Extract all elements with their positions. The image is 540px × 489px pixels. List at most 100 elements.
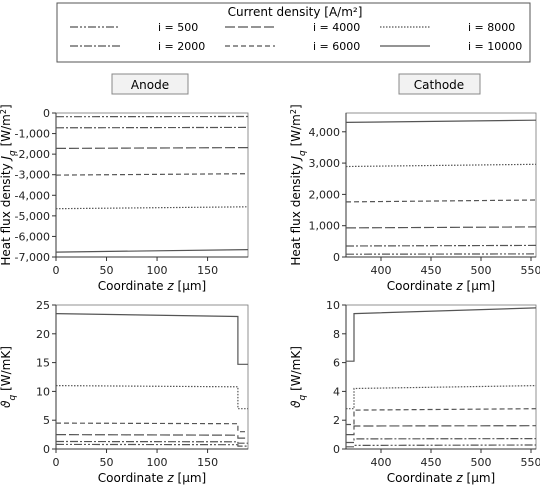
anode-tag: Anode [111, 73, 189, 95]
series-line [55, 434, 248, 439]
y-axis-label: ϑq [W/mK] [0, 346, 18, 408]
legend-item: i = 10000 [380, 40, 522, 53]
legend-item: i = 500 [70, 21, 198, 34]
legend-label: i = 500 [158, 21, 198, 34]
y-tick-label: 20 [36, 328, 50, 341]
y-tick-label: 4,000 [309, 126, 341, 139]
series-line [346, 425, 537, 436]
series-line [55, 443, 248, 447]
x-axis-label: Coordinate z [μm] [98, 279, 206, 293]
y-tick-label: 0 [333, 251, 340, 264]
series-line [345, 199, 537, 203]
plot-area [345, 304, 537, 450]
y-axis-label: Heat flux density Jq [W/m2] [0, 104, 18, 265]
legend-entries: i = 500 i = 4000 i = 8000 i = 2000 i = 6000 i… [70, 21, 522, 53]
y-tick-label: -2,000 [15, 148, 50, 161]
anode-tag-label: Anode [131, 78, 169, 92]
y-tick-label: 15 [36, 357, 50, 370]
series-line [55, 313, 248, 365]
x-tick-label: 450 [421, 456, 442, 469]
series-line [346, 444, 537, 448]
cathode-thermal-conductivity-chart: 0 2 4 6 8 10 400 450 500 550 Coordinate z [μm] ϑq [… [289, 299, 540, 485]
legend-label: i = 8000 [468, 21, 515, 34]
y-tick-label: 8 [333, 328, 340, 341]
series-line [346, 385, 537, 410]
anode-thermal-conductivity-chart: 0 5 10 15 20 25 0 50 100 150 Coordinate z [μm] ϑq [… [0, 299, 249, 485]
x-tick-label: 500 [471, 264, 492, 277]
y-tick-label: 10 [36, 385, 50, 398]
plot-area [345, 112, 537, 258]
x-axis-label: Coordinate z [μm] [387, 279, 495, 293]
y-tick-label: -4,000 [15, 189, 50, 202]
x-tick-label: 50 [100, 264, 114, 277]
series-line [346, 307, 537, 362]
series-line [55, 249, 249, 253]
legend-label: i = 4000 [313, 21, 360, 34]
cathode-tag-label: Cathode [414, 78, 464, 92]
y-tick-label: -7,000 [15, 251, 50, 264]
legend-label: i = 10000 [468, 40, 522, 53]
series-line [55, 440, 248, 444]
legend-frame [56, 2, 531, 63]
cathode-tag-frame [398, 73, 481, 95]
y-axis-label: Heat flux density Jq [W/m2] [289, 104, 309, 265]
x-tick-label: 550 [521, 264, 540, 277]
y-tick-label: -1,000 [15, 128, 50, 141]
y-tick-label: -3,000 [15, 169, 50, 182]
series-line [345, 119, 537, 123]
y-tick-label: 0 [43, 443, 50, 456]
anode-heat-flux-chart: -7,000 -6,000 -5,000 -4,000 -3,000 -2,000 -1,0… [0, 104, 249, 293]
x-tick-label: 100 [147, 456, 168, 469]
cathode-tag: Cathode [398, 73, 481, 95]
x-tick-label: 0 [53, 456, 60, 469]
y-tick-label: 25 [36, 299, 50, 312]
x-tick-label: 450 [421, 264, 442, 277]
legend-label: i = 2000 [158, 40, 205, 53]
x-axis-label: Coordinate z [μm] [98, 471, 206, 485]
y-tick-label: 2,000 [309, 188, 341, 201]
series-line [345, 163, 537, 168]
y-tick-label: 1,000 [309, 220, 341, 233]
legend-label: i = 6000 [313, 40, 360, 53]
series-line [55, 173, 249, 176]
series-line [55, 385, 248, 410]
series-line [346, 438, 537, 444]
series-line [55, 206, 249, 210]
y-tick-label: 6 [333, 357, 340, 370]
x-tick-label: 100 [147, 264, 168, 277]
y-tick-label: -5,000 [15, 210, 50, 223]
series-line [55, 422, 248, 433]
x-tick-label: 150 [197, 264, 218, 277]
x-axis-label: Coordinate z [μm] [387, 471, 495, 485]
y-tick-label: 3,000 [309, 157, 341, 170]
y-tick-label: 0 [43, 107, 50, 120]
y-axis-label: ϑq [W/mK] [289, 346, 308, 408]
x-tick-label: 0 [53, 264, 60, 277]
series-line [55, 147, 249, 149]
legend-item: i = 4000 [225, 21, 360, 34]
anode-tag-frame [111, 73, 189, 95]
x-tick-label: 500 [471, 456, 492, 469]
y-tick-label: -6,000 [15, 230, 50, 243]
plot-area [55, 304, 249, 450]
plot-area [55, 112, 249, 258]
x-tick-label: 50 [100, 456, 114, 469]
y-tick-label: 10 [326, 299, 340, 312]
series-line [345, 244, 537, 247]
x-tick-label: 550 [521, 456, 540, 469]
cathode-heat-flux-chart: 0 1,000 2,000 3,000 4,000 400 450 500 550 Coordin… [289, 104, 540, 293]
y-tick-label: 2 [333, 414, 340, 427]
series-line [345, 226, 537, 229]
legend-item: i = 6000 [225, 40, 360, 53]
legend: Current density [A/m²] i = 500 i = 4000 i … [56, 2, 531, 63]
legend-item: i = 8000 [380, 21, 515, 34]
legend-item: i = 2000 [70, 40, 205, 53]
x-tick-label: 400 [371, 456, 392, 469]
y-tick-label: 4 [333, 385, 340, 398]
y-tick-label: 5 [43, 414, 50, 427]
x-tick-label: 400 [371, 264, 392, 277]
legend-title: Current density [A/m²] [228, 5, 363, 19]
x-tick-label: 150 [197, 456, 218, 469]
series-line [346, 408, 537, 426]
